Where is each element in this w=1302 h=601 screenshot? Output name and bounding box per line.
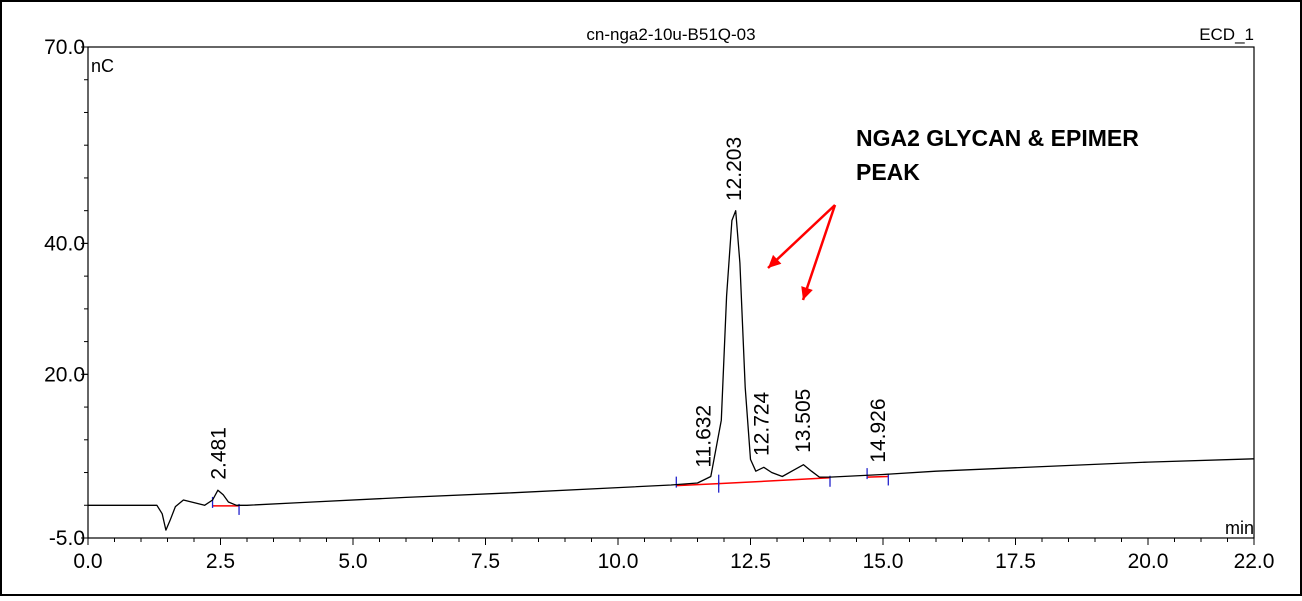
baseline-group: [211, 468, 889, 515]
y-tick-label: 40.0: [44, 232, 85, 255]
x-tick-label: 12.5: [730, 550, 771, 573]
y-axis: -5.0 20.0 40.0 70.0: [44, 36, 88, 550]
chromatogram-trace: [88, 210, 1255, 531]
peak-label: 12.203: [723, 137, 746, 201]
x-tick-label: 22.0: [1234, 550, 1275, 573]
x-axis: 0.0 2.5 5.0 7.5 10.0 12.5 15.0 17.5 20.0 22.0: [73, 538, 1274, 573]
peak-label-group: 2.481 11.632 12.203 12.724 13.505 14.926: [207, 137, 890, 480]
annotation-arrow-head: [801, 286, 813, 300]
annotation: NGA2 GLYCAN & EPIMER PEAK: [767, 125, 1139, 301]
integration-baseline: [867, 475, 889, 478]
annotation-arrow-shaft: [801, 204, 837, 301]
x-tick-label: 5.0: [338, 550, 367, 573]
x-tick-label: 20.0: [1128, 550, 1169, 573]
peak-label: 12.724: [750, 391, 773, 456]
x-axis-unit: min: [1225, 518, 1254, 538]
integration-baseline: [718, 477, 831, 485]
y-axis-unit: nC: [91, 56, 114, 76]
x-tick-label: 0.0: [73, 550, 102, 573]
annotation-line-2: PEAK: [856, 159, 920, 185]
x-tick-label: 15.0: [863, 550, 904, 573]
x-tick-label: 7.5: [471, 550, 500, 573]
x-tick-label: 10.0: [598, 550, 639, 573]
peak-label: 11.632: [692, 405, 715, 468]
chart-title: cn-nga2-10u-B51Q-03: [586, 25, 755, 44]
annotation-line-1: NGA2 GLYCAN & EPIMER: [856, 125, 1139, 151]
peak-label: 14.926: [867, 398, 890, 462]
y-tick-label: 20.0: [44, 363, 85, 386]
y-tick-label: -5.0: [49, 527, 85, 550]
channel-label: ECD_1: [1199, 25, 1254, 44]
x-tick-label: 17.5: [995, 550, 1036, 573]
peak-label: 2.481: [207, 427, 230, 480]
x-tick-label: 2.5: [206, 550, 235, 573]
peak-label: 13.505: [792, 389, 815, 453]
annotation-arrow-head: [768, 254, 782, 268]
integration-baseline: [676, 482, 719, 487]
annotation-arrow-shaft: [767, 204, 836, 269]
y-tick-label: 70.0: [44, 36, 85, 59]
series-group: [88, 210, 1255, 531]
annotation-arrows: [767, 204, 837, 301]
